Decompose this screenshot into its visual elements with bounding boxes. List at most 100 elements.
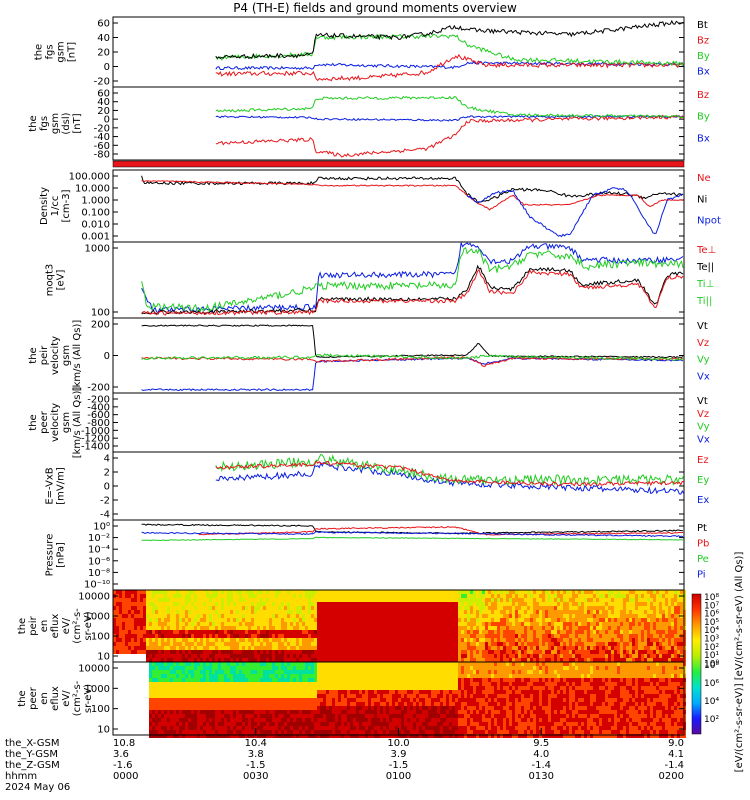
spec-cell xyxy=(254,694,257,698)
spec-cell xyxy=(152,734,155,738)
spec-cell xyxy=(308,590,311,594)
spec-cell xyxy=(137,650,140,654)
spec-cell xyxy=(638,626,641,630)
spec-cell xyxy=(341,630,344,634)
spec-cell xyxy=(557,602,560,606)
spec-cell xyxy=(314,710,317,714)
spec-cell xyxy=(188,682,191,686)
spec-cell xyxy=(200,682,203,686)
spec-cell xyxy=(257,610,260,614)
spec-cell xyxy=(218,658,221,662)
spec-cell xyxy=(446,638,449,642)
spec-cell xyxy=(155,726,158,730)
spec-cell xyxy=(605,590,608,594)
spec-cell xyxy=(320,654,323,658)
spec-cell xyxy=(560,610,563,614)
spec-cell xyxy=(221,606,224,610)
spec-cell xyxy=(323,658,326,662)
spec-cell xyxy=(557,614,560,618)
spec-cell xyxy=(218,682,221,686)
spec-cell xyxy=(182,698,185,702)
spec-cell xyxy=(173,690,176,694)
spec-cell xyxy=(179,662,182,666)
spec-cell xyxy=(185,634,188,638)
spec-cell xyxy=(206,598,209,602)
spec-cell xyxy=(365,626,368,630)
spec-cell xyxy=(221,726,224,730)
spec-cell xyxy=(125,606,128,610)
spec-cell xyxy=(401,626,404,630)
y-tick-label: 10000 xyxy=(78,592,110,603)
spec-cell xyxy=(200,730,203,734)
spec-cell xyxy=(332,674,335,678)
spec-cell xyxy=(443,658,446,662)
spec-cell xyxy=(284,662,287,666)
spec-cell xyxy=(350,610,353,614)
spec-cell xyxy=(506,630,509,634)
y-tick-label: 10⁰ xyxy=(93,522,110,533)
spec-cell xyxy=(593,594,596,598)
spec-cell xyxy=(503,598,506,602)
spec-cell xyxy=(665,626,668,630)
spec-cell xyxy=(539,590,542,594)
spec-cell xyxy=(476,638,479,642)
spec-cell xyxy=(410,646,413,650)
spec-cell xyxy=(590,626,593,630)
spec-cell xyxy=(173,650,176,654)
spec-cell xyxy=(200,714,203,718)
spec-cell xyxy=(203,722,206,726)
spec-cell xyxy=(362,614,365,618)
spec-cell xyxy=(170,614,173,618)
spec-cell xyxy=(257,686,260,690)
spec-cell xyxy=(245,726,248,730)
spec-cell xyxy=(374,626,377,630)
spec-cell xyxy=(185,618,188,622)
spec-cell xyxy=(320,634,323,638)
spec-cell xyxy=(500,622,503,626)
spec-cell xyxy=(269,634,272,638)
spec-cell xyxy=(149,638,152,642)
spec-cell xyxy=(206,662,209,666)
spec-cell xyxy=(449,610,452,614)
spec-cell xyxy=(197,678,200,682)
spec-cell xyxy=(662,606,665,610)
spec-cell xyxy=(566,606,569,610)
spec-cell xyxy=(659,626,662,630)
legend-Ti⊥: Ti⊥ xyxy=(696,279,714,290)
spec-cell xyxy=(185,722,188,726)
spec-cell xyxy=(149,642,152,646)
spec-cell xyxy=(248,722,251,726)
spec-cell xyxy=(326,694,329,698)
spec-cell xyxy=(317,730,320,734)
spec-cell xyxy=(644,614,647,618)
spec-cell xyxy=(659,654,662,658)
spec-cell xyxy=(485,626,488,630)
spec-cell xyxy=(656,594,659,598)
spec-cell xyxy=(251,618,254,622)
spec-cell xyxy=(386,658,389,662)
spec-cell xyxy=(143,638,146,642)
spec-cell xyxy=(485,606,488,610)
spec-cell xyxy=(299,614,302,618)
spec-cell xyxy=(527,630,530,634)
spec-cell xyxy=(149,694,152,698)
spec-cell xyxy=(431,614,434,618)
spec-cell xyxy=(461,590,464,594)
spec-cell xyxy=(320,714,323,718)
spec-cell xyxy=(446,602,449,606)
spec-cell xyxy=(212,706,215,710)
spec-cell xyxy=(221,658,224,662)
spec-cell xyxy=(449,590,452,594)
spec-cell xyxy=(395,610,398,614)
spec-cell xyxy=(395,606,398,610)
spec-cell xyxy=(158,666,161,670)
spec-cell xyxy=(182,666,185,670)
spec-cell xyxy=(275,682,278,686)
spec-cell xyxy=(491,610,494,614)
spec-cell xyxy=(218,602,221,606)
spec-cell xyxy=(251,638,254,642)
spec-cell xyxy=(563,658,566,662)
spec-cell xyxy=(374,598,377,602)
spec-cell xyxy=(227,602,230,606)
spec-cell xyxy=(338,726,341,730)
